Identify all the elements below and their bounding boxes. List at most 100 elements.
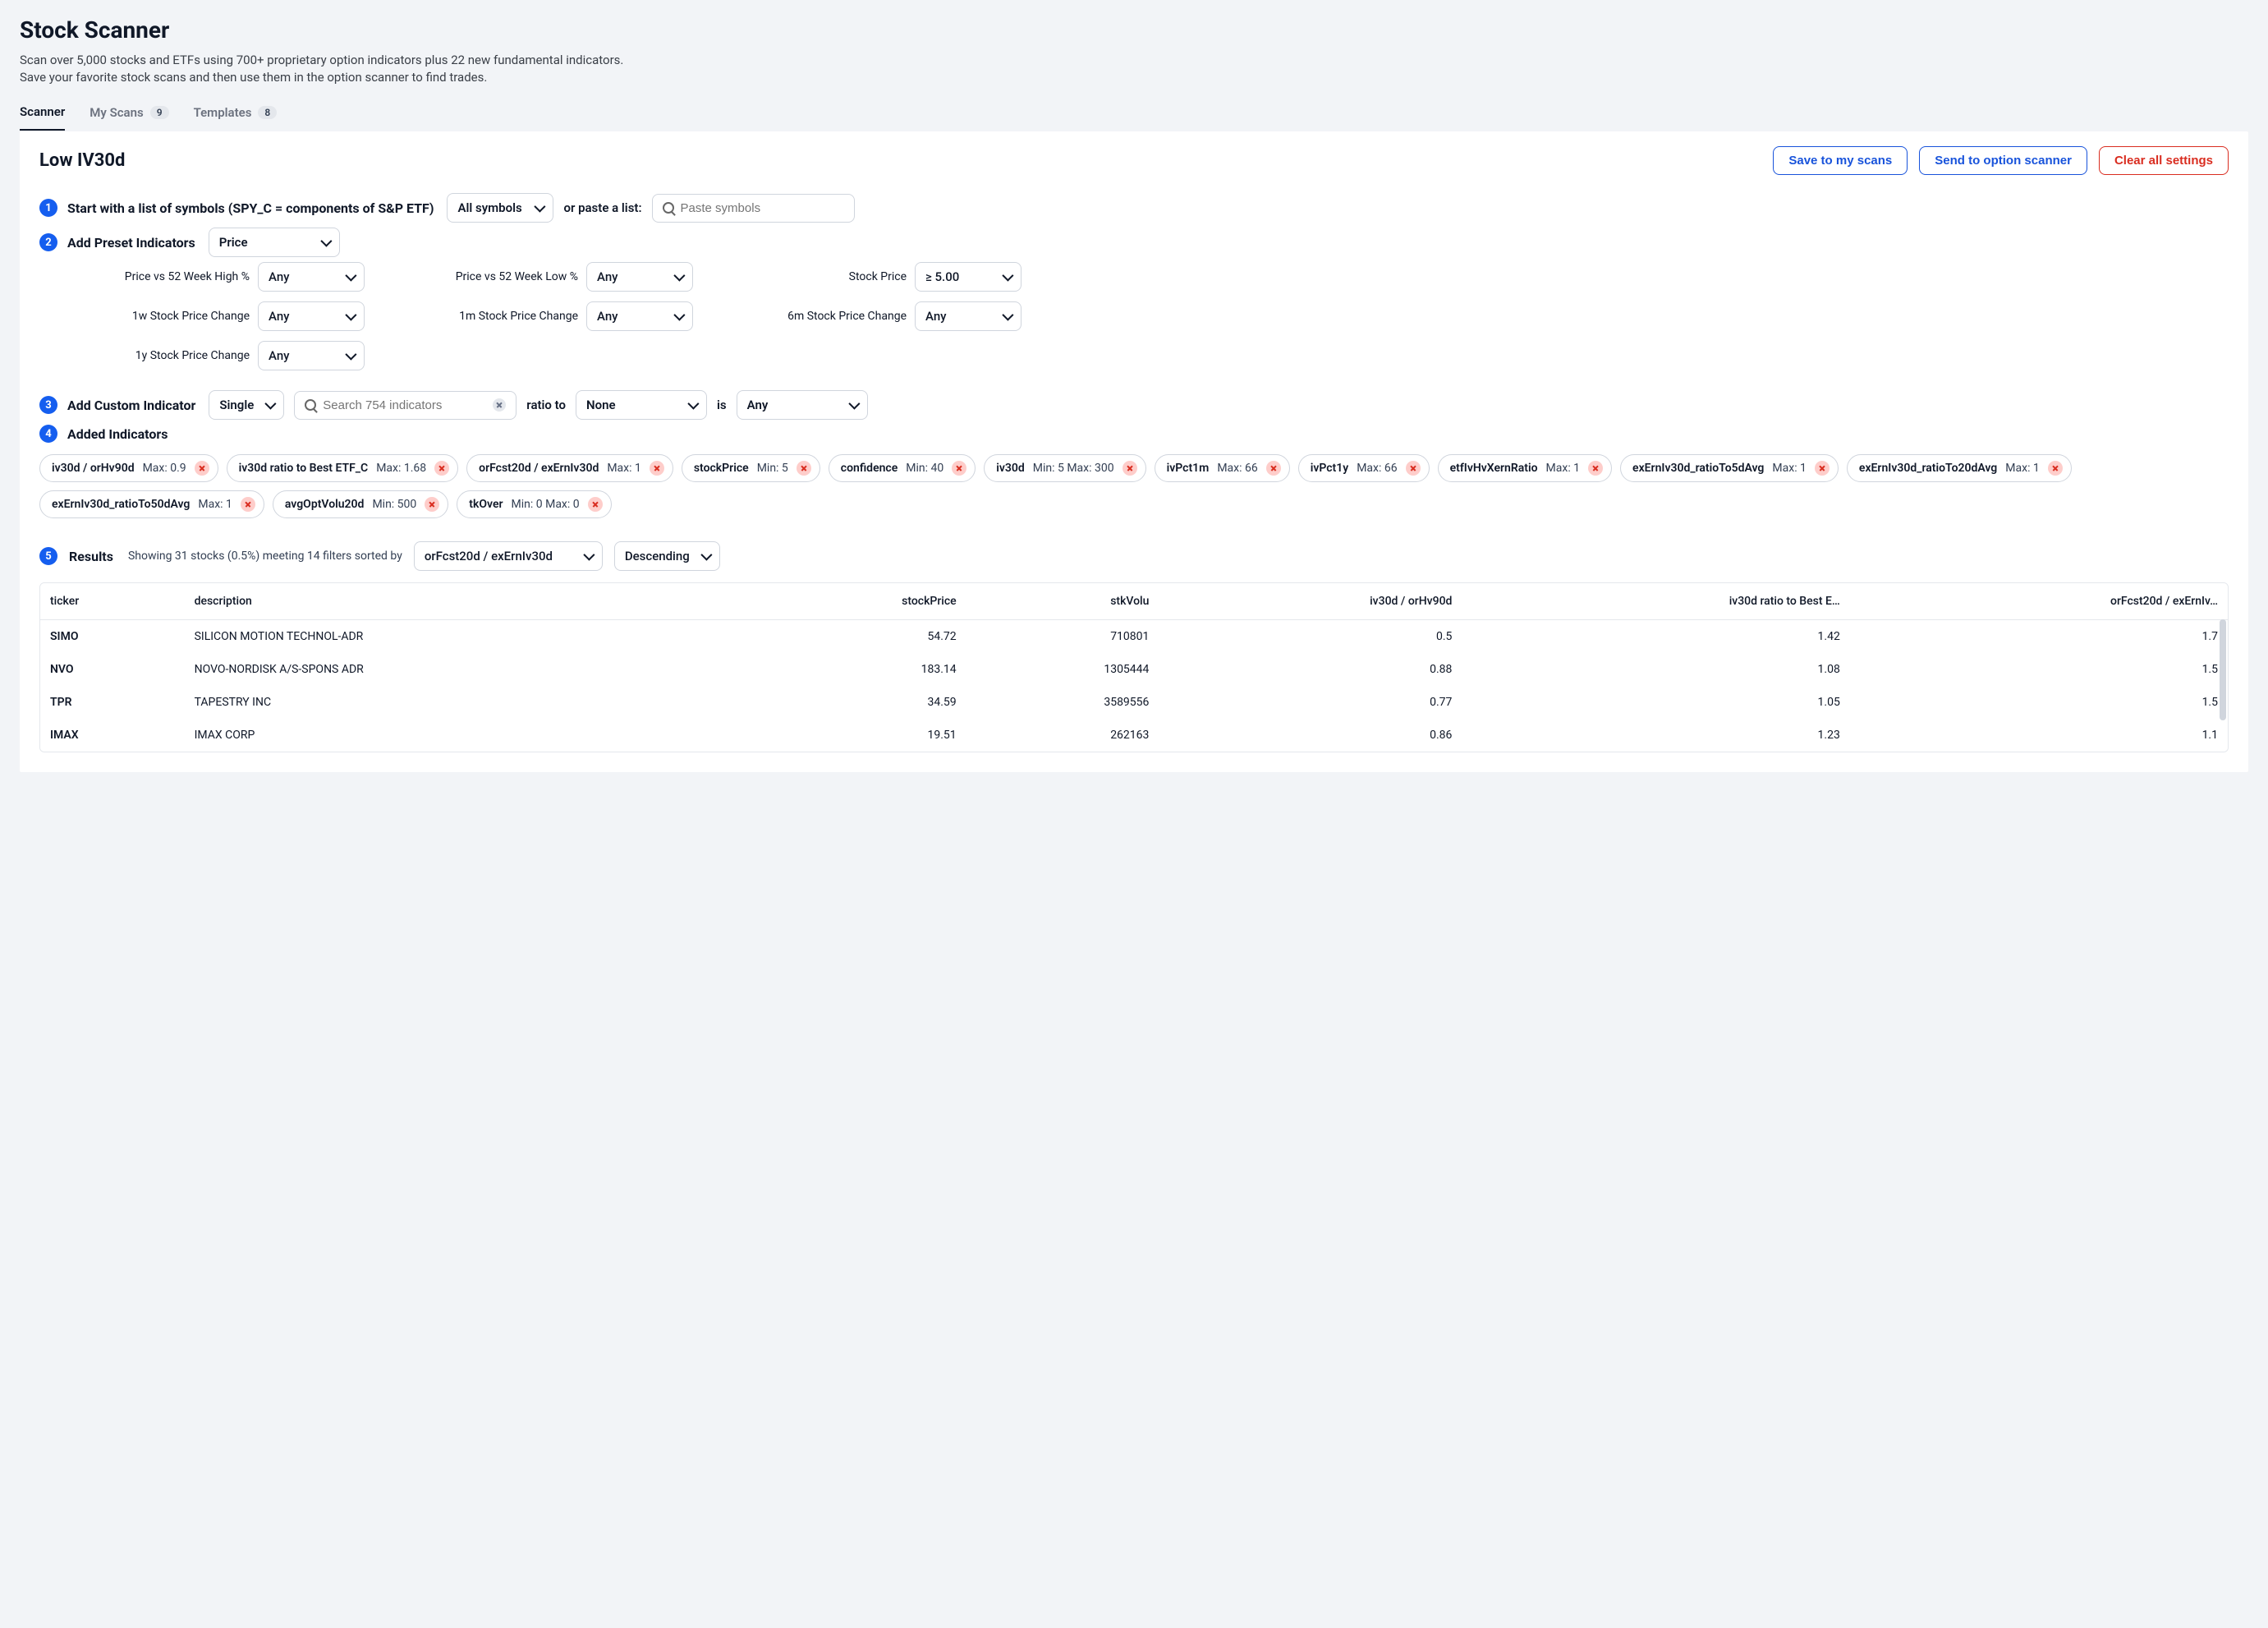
- indicator-chip[interactable]: iv30d / orHv90dMax: 0.9: [39, 454, 218, 482]
- chip-range: Max: 1: [1772, 462, 1807, 475]
- paste-symbols-input-wrap[interactable]: [652, 194, 855, 223]
- sort-dir-value: Descending: [625, 549, 690, 563]
- col-ivhv[interactable]: iv30d / orHv90d: [1159, 583, 1462, 620]
- preset-category-value: Price: [219, 235, 248, 250]
- remove-chip-icon[interactable]: [1588, 461, 1603, 476]
- indicator-search-input[interactable]: [323, 398, 486, 412]
- table-row[interactable]: NVONOVO-NORDISK A/S-SPONS ADR183.1413054…: [40, 653, 2228, 686]
- results-table-wrap: tickerdescriptionstockPricestkVoluiv30d …: [39, 582, 2229, 752]
- preset-value-select[interactable]: Any: [586, 262, 693, 292]
- indicator-chip[interactable]: confidenceMin: 40: [829, 454, 976, 482]
- preset-value: Any: [597, 269, 618, 284]
- tab-templates[interactable]: Templates8: [194, 101, 278, 131]
- col-orfcst[interactable]: orFcst20d / exErnIv…: [1850, 583, 2228, 620]
- remove-chip-icon[interactable]: [1406, 461, 1421, 476]
- remove-chip-icon[interactable]: [195, 461, 209, 476]
- indicator-chip[interactable]: iv30d ratio to Best ETF_CMax: 1.68: [227, 454, 459, 482]
- remove-chip-icon[interactable]: [1815, 461, 1830, 476]
- remove-chip-icon[interactable]: [241, 497, 255, 512]
- cell-ivetf: 1.23: [1462, 719, 1849, 752]
- remove-chip-icon[interactable]: [1123, 461, 1137, 476]
- cell-stkVolu: 262163: [966, 719, 1159, 752]
- preset-value-select[interactable]: ≥ 5.00: [915, 262, 1022, 292]
- clear-icon[interactable]: [493, 398, 506, 412]
- cell-orfcst: 1.7: [1850, 620, 2228, 654]
- chip-name: etfIvHvXernRatio: [1450, 462, 1538, 475]
- tab-label: My Scans: [90, 105, 143, 120]
- indicator-chip[interactable]: exErnIv30d_ratioTo5dAvg Max: 1: [1620, 454, 1839, 482]
- search-icon: [663, 202, 674, 214]
- indicator-chip[interactable]: ivPct1yMax: 66: [1298, 454, 1430, 482]
- cell-stockPrice: 54.72: [746, 620, 966, 654]
- clear-all-settings-button[interactable]: Clear all settings: [2099, 146, 2229, 175]
- preset-row: 1m Stock Price Change Any: [397, 301, 693, 331]
- col-ticker[interactable]: ticker: [40, 583, 185, 620]
- indicator-chip[interactable]: orFcst20d / exErnIv30d Max: 1: [466, 454, 673, 482]
- send-to-option-scanner-button[interactable]: Send to option scanner: [1919, 146, 2087, 175]
- remove-chip-icon[interactable]: [952, 461, 966, 476]
- symbols-select[interactable]: All symbols: [447, 193, 553, 223]
- chip-range: Max: 66: [1357, 462, 1397, 475]
- chip-name: confidence: [841, 462, 898, 475]
- chip-range: Max: 1: [198, 498, 232, 511]
- custom-mode-select[interactable]: Single: [209, 390, 284, 420]
- chip-range: Max: 1: [607, 462, 641, 475]
- preset-row: Price vs 52 Week Low %Any: [397, 262, 693, 292]
- ratio-to-value: None: [586, 398, 616, 412]
- col-description[interactable]: description: [185, 583, 746, 620]
- remove-chip-icon[interactable]: [797, 461, 811, 476]
- cell-ivetf: 1.42: [1462, 620, 1849, 654]
- preset-grid: Price vs 52 Week High %Any Price vs 52 We…: [69, 262, 2229, 370]
- chevron-down-icon: [345, 310, 356, 321]
- paste-symbols-input[interactable]: [681, 201, 844, 215]
- search-icon: [305, 399, 316, 411]
- preset-value-select[interactable]: Any: [258, 301, 365, 331]
- indicator-chip[interactable]: exErnIv30d_ratioTo20dAvgMax: 1: [1847, 454, 2072, 482]
- tabs: Scanner My Scans9 Templates8: [20, 101, 2248, 131]
- step3-label: Add Custom Indicator: [67, 398, 195, 413]
- remove-chip-icon[interactable]: [425, 497, 439, 512]
- remove-chip-icon[interactable]: [588, 497, 603, 512]
- indicator-chip[interactable]: etfIvHvXernRatioMax: 1: [1438, 454, 1612, 482]
- cell-ticker: IMAX: [40, 719, 185, 752]
- remove-chip-icon[interactable]: [1266, 461, 1281, 476]
- table-row[interactable]: TPRTAPESTRY INC34.5935895560.771.051.5: [40, 686, 2228, 719]
- save-to-my-scans-button[interactable]: Save to my scans: [1773, 146, 1908, 175]
- tab-scanner[interactable]: Scanner: [20, 101, 65, 131]
- sort-dir-select[interactable]: Descending: [614, 541, 720, 571]
- indicator-search-wrap[interactable]: [294, 391, 516, 420]
- cell-stkVolu: 3589556: [966, 686, 1159, 719]
- indicator-chip[interactable]: ivPct1mMax: 66: [1155, 454, 1290, 482]
- cell-orfcst: 1.1: [1850, 719, 2228, 752]
- sort-by-select[interactable]: orFcst20d / exErnIv30d: [414, 541, 603, 571]
- custom-mode-value: Single: [219, 398, 254, 412]
- table-row[interactable]: SIMOSILICON MOTION TECHNOL-ADR54.7271080…: [40, 620, 2228, 654]
- scrollbar[interactable]: [2220, 619, 2226, 720]
- preset-value-select[interactable]: Any: [258, 262, 365, 292]
- col-ivetf[interactable]: iv30d ratio to Best E…: [1462, 583, 1849, 620]
- remove-chip-icon[interactable]: [650, 461, 664, 476]
- tab-my-scans[interactable]: My Scans9: [90, 101, 168, 131]
- chevron-down-icon: [345, 349, 356, 361]
- preset-label: 1m Stock Price Change: [459, 310, 578, 323]
- preset-row: Price vs 52 Week High %Any: [69, 262, 365, 292]
- remove-chip-icon[interactable]: [434, 461, 449, 476]
- ratio-to-select[interactable]: None: [576, 390, 707, 420]
- indicator-chip[interactable]: iv30dMin: 5 Max: 300: [984, 454, 1145, 482]
- preset-value-select[interactable]: Any: [258, 341, 365, 370]
- indicator-chip[interactable]: stockPriceMin: 5: [682, 454, 820, 482]
- preset-value-select[interactable]: Any: [915, 301, 1022, 331]
- step1-label: Start with a list of symbols (SPY_C = co…: [67, 200, 434, 216]
- is-select[interactable]: Any: [737, 390, 868, 420]
- chip-name: exErnIv30d_ratioTo5dAvg: [1632, 462, 1764, 475]
- chip-name: orFcst20d / exErnIv30d: [479, 462, 599, 475]
- remove-chip-icon[interactable]: [2048, 461, 2063, 476]
- indicator-chip[interactable]: tkOverMin: 0 Max: 0: [457, 490, 611, 518]
- indicator-chip[interactable]: exErnIv30d_ratioTo50dAvgMax: 1: [39, 490, 264, 518]
- col-stkVolu[interactable]: stkVolu: [966, 583, 1159, 620]
- col-stockPrice[interactable]: stockPrice: [746, 583, 966, 620]
- preset-category-select[interactable]: Price: [209, 228, 340, 257]
- table-row[interactable]: IMAXIMAX CORP19.512621630.861.231.1: [40, 719, 2228, 752]
- indicator-chip[interactable]: avgOptVolu20dMin: 500: [273, 490, 448, 518]
- preset-value-select[interactable]: Any: [586, 301, 693, 331]
